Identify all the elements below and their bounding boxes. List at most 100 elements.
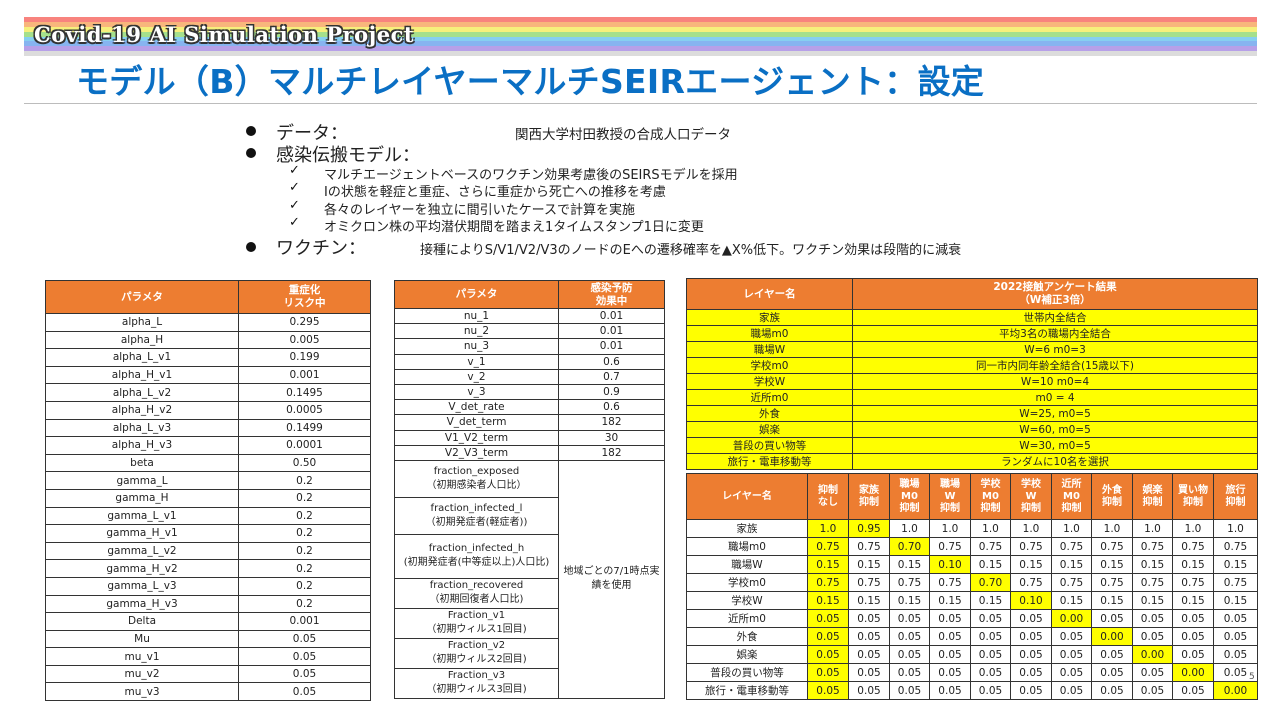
- table-row: alpha_H_v2 0.0005: [45, 400, 371, 420]
- check-icon: ✓: [289, 198, 300, 213]
- param-value: 0.50: [238, 453, 371, 473]
- param-name: gamma_H: [45, 488, 239, 508]
- rate-cell: 0.05: [848, 663, 890, 682]
- rate-cell: 0.75: [1172, 573, 1214, 592]
- rate-cell: 0.75: [1213, 573, 1258, 592]
- column-header: 娯楽 抑制: [1132, 473, 1173, 520]
- rate-cell: 0.15: [1010, 555, 1052, 574]
- rate-cell: 1.0: [807, 519, 849, 538]
- layer-name: 普段の買い物等: [686, 663, 808, 682]
- rate-cell: 0.70: [889, 537, 930, 556]
- param-name: V_det_term: [394, 414, 559, 431]
- rate-cell: 0.05: [970, 609, 1011, 628]
- rate-cell: 0.05: [929, 663, 971, 682]
- rate-cell: 0.05: [807, 627, 849, 646]
- rate-cell: 0.15: [1213, 555, 1258, 574]
- param-value: 0.01: [558, 338, 665, 355]
- param-name: v_3: [394, 383, 559, 401]
- vaccine-value: 接種によりS/V1/V2/V3のノードのEへの遷移確率を▲X%低下。ワクチン効果…: [420, 243, 962, 258]
- param-value: 0.001: [238, 365, 371, 385]
- param-name: alpha_H_v2: [45, 400, 239, 420]
- vaccine-label: ワクチン：: [276, 238, 366, 259]
- banner-title: Covid-19 AI Simulation Project: [34, 22, 415, 47]
- rate-cell: 0.75: [1091, 537, 1133, 556]
- rate-cell: 1.0: [1132, 519, 1173, 538]
- param-name: V1_V2_term: [394, 429, 559, 446]
- column-header: 2022接触アンケート結果 （W補正3倍）: [852, 278, 1258, 310]
- layer-name: 娯楽: [686, 645, 808, 664]
- table-row: 家族 1.0 0.95 1.0 1.0 1.0 1.0 1.0 1.0 1.0 1.0 1.0: [686, 519, 1258, 538]
- rate-cell: 0.05: [1051, 681, 1092, 700]
- table-row: 学校W W=10 m0=4: [686, 373, 1258, 390]
- rate-cell: 1.0: [1091, 519, 1133, 538]
- rate-cell: 0.05: [889, 663, 930, 682]
- fraction-param-name: fraction_exposed （初期感染者人口比）: [394, 459, 559, 498]
- table-row: 学校m0 0.75 0.75 0.75 0.75 0.70 0.75 0.75 0.75 0.75…: [686, 573, 1258, 592]
- param-value: 0.2: [238, 594, 371, 614]
- param-value: 0.1499: [238, 418, 371, 438]
- param-value: 0.2: [238, 506, 371, 526]
- rainbow-banner: [24, 17, 1257, 56]
- table-row: 学校m0 同一市内同年齢全結合(15歳以下): [686, 357, 1258, 374]
- layer-name: 学校W: [686, 591, 808, 610]
- rate-cell: 0.00: [1091, 627, 1133, 646]
- table-row: nu_1 0.01: [394, 307, 665, 325]
- fraction-param-name: fraction_recovered （初期回復者人口比): [394, 577, 559, 609]
- rate-cell: 0.05: [1213, 645, 1258, 664]
- data-label: データ：: [276, 123, 348, 144]
- table-row: v_3 0.9: [394, 383, 665, 401]
- table-row: 職場W 0.15 0.15 0.15 0.10 0.15 0.15 0.15 0.15 0.15 0…: [686, 555, 1258, 574]
- rate-cell: 1.0: [1010, 519, 1052, 538]
- table-row: gamma_L_v1 0.2: [45, 506, 371, 526]
- rate-cell: 0.15: [1091, 591, 1133, 610]
- table-row: V_det_term 182: [394, 414, 665, 431]
- rate-cell: 0.15: [889, 555, 930, 574]
- param-name: gamma_H_v2: [45, 559, 239, 578]
- rate-cell: 0.05: [889, 645, 930, 664]
- param-name: alpha_H_v1: [45, 365, 239, 385]
- table-row: 学校W 0.15 0.15 0.15 0.15 0.15 0.10 0.15 0.15 0.15 0…: [686, 591, 1258, 610]
- table-row: 外食 W=25, m0=5: [686, 405, 1258, 422]
- rate-cell: 0.05: [1091, 663, 1133, 682]
- table-row: V1_V2_term 30: [394, 429, 665, 446]
- table-row: gamma_L 0.2: [45, 471, 371, 490]
- model-item: オミクロン株の平均潜伏期間を踏まえ1タイムスタンプ1日に変更: [324, 220, 704, 235]
- rate-cell: 0.00: [1213, 681, 1258, 700]
- param-value: 0.05: [238, 682, 371, 702]
- param-name: gamma_L: [45, 471, 239, 490]
- fraction-param-name: Fraction_v1 （初期ウィルス1回目): [394, 607, 559, 639]
- layer-setting: W=30, m0=5: [852, 437, 1258, 454]
- rate-cell: 0.75: [1213, 537, 1258, 556]
- rate-cell: 0.05: [807, 663, 849, 682]
- rate-cell: 0.15: [1051, 591, 1092, 610]
- rate-cell: 0.05: [1213, 609, 1258, 628]
- rate-cell: 1.0: [970, 519, 1011, 538]
- page-title: モデル（B）マルチレイヤーマルチSEIRエージェント：設定: [76, 62, 985, 101]
- table-row: fraction_exposed （初期感染者人口比） 地域ごとの7/1時点実績を…: [394, 459, 665, 699]
- layer-name: 学校m0: [686, 357, 853, 374]
- table-row: gamma_L_v2 0.2: [45, 541, 371, 561]
- rate-cell: 0.05: [929, 645, 971, 664]
- layer-setting: W=6 m0=3: [852, 341, 1258, 358]
- rate-cell: 0.75: [1051, 573, 1092, 592]
- column-header: 買い物 抑制: [1172, 473, 1214, 520]
- param-name: mu_v2: [45, 664, 239, 684]
- rate-cell: 0.75: [848, 537, 890, 556]
- column-header: パラメタ: [45, 280, 239, 314]
- rate-cell: 0.05: [1172, 609, 1214, 628]
- column-header: 近所 M0 抑制: [1051, 473, 1092, 520]
- table-row: alpha_H_v1 0.001: [45, 365, 371, 385]
- param-name: v_2: [394, 368, 559, 385]
- rate-cell: 0.05: [848, 609, 890, 628]
- rate-cell: 0.10: [1010, 591, 1052, 610]
- table-row: v_1 0.6: [394, 353, 665, 370]
- rate-cell: 0.05: [970, 663, 1011, 682]
- rate-cell: 0.15: [1132, 591, 1173, 610]
- table-row: gamma_H 0.2: [45, 488, 371, 508]
- model-label: 感染伝搬モデル：: [276, 145, 420, 166]
- layer-name: 職場W: [686, 555, 808, 574]
- rate-cell: 0.05: [1172, 645, 1214, 664]
- table-row: gamma_H_v1 0.2: [45, 524, 371, 543]
- table-row: mu_v2 0.05: [45, 664, 371, 684]
- rate-cell: 0.05: [1091, 681, 1133, 700]
